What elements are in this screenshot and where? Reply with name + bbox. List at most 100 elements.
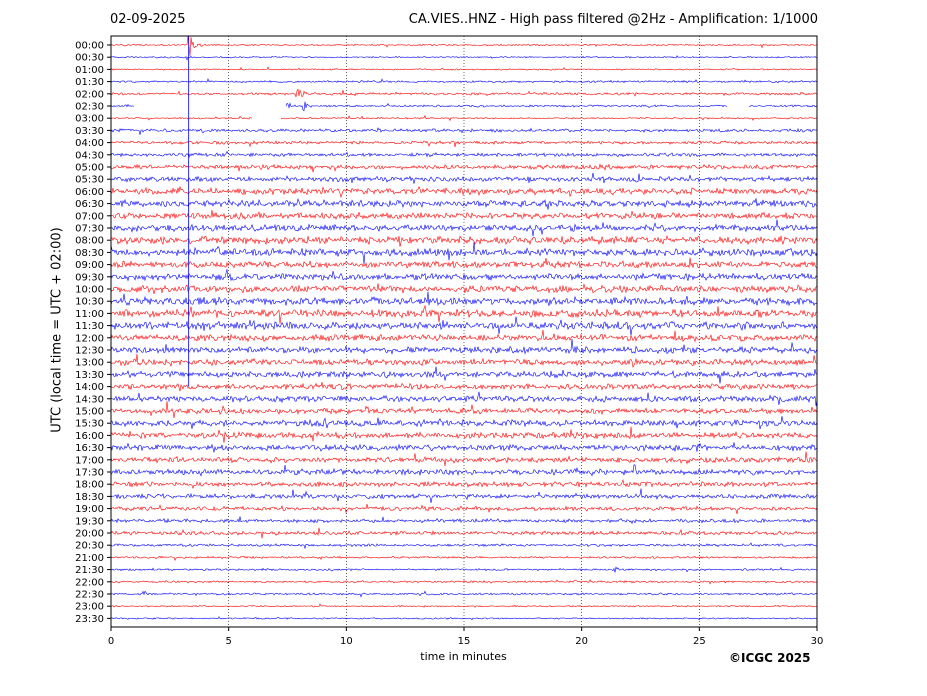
y-tick-label: 15:00 bbox=[75, 407, 104, 418]
y-tick-label: 02:30 bbox=[75, 102, 104, 113]
trace-line bbox=[110, 451, 818, 467]
trace-line bbox=[110, 242, 818, 265]
trace-line bbox=[110, 234, 818, 247]
y-tick-label: 20:00 bbox=[75, 529, 104, 540]
grid-lines bbox=[228, 36, 700, 627]
trace-line bbox=[110, 316, 818, 336]
x-tick-label: 0 bbox=[108, 636, 114, 647]
trace-line bbox=[110, 219, 818, 237]
y-tick-label: 21:00 bbox=[75, 553, 104, 564]
trace-line bbox=[110, 150, 818, 159]
y-tick-label: 23:30 bbox=[75, 614, 104, 625]
y-tick-label: 18:00 bbox=[75, 480, 104, 491]
x-tick-label: 25 bbox=[693, 636, 706, 647]
seismic-traces bbox=[110, 35, 818, 621]
y-tick-label: 04:30 bbox=[75, 150, 104, 161]
trace-line bbox=[110, 329, 818, 343]
trace-line bbox=[110, 197, 818, 210]
y-tick-label: 00:00 bbox=[75, 41, 104, 52]
trace-line bbox=[110, 391, 818, 407]
trace-line bbox=[110, 616, 817, 621]
y-tick-label: 09:30 bbox=[75, 272, 104, 283]
y-tick-label: 13:00 bbox=[75, 358, 104, 369]
x-tick-label: 30 bbox=[811, 636, 824, 647]
y-tick-label: 12:30 bbox=[75, 346, 104, 357]
y-tick-label: 03:00 bbox=[75, 114, 104, 125]
y-tick-label: 22:30 bbox=[75, 590, 104, 601]
trace-line bbox=[110, 478, 818, 490]
y-tick-label: 04:00 bbox=[75, 138, 104, 149]
trace-line bbox=[110, 283, 817, 294]
trace-line bbox=[110, 527, 818, 539]
trace-line bbox=[110, 35, 818, 57]
x-tick-label: 5 bbox=[225, 636, 231, 647]
trace-line bbox=[111, 603, 818, 608]
trace-line bbox=[110, 416, 818, 430]
x-tick-label: 15 bbox=[458, 636, 471, 647]
x-axis-label-text: time in minutes bbox=[420, 650, 507, 663]
trace-line bbox=[110, 566, 818, 573]
y-tick-label: 07:30 bbox=[75, 224, 104, 235]
y-tick-label: 19:30 bbox=[75, 516, 104, 527]
trace-line bbox=[110, 66, 818, 71]
x-tick-label: 10 bbox=[340, 636, 353, 647]
y-axis-label: UTC (local time = UTC + 02:00) bbox=[49, 227, 65, 433]
y-tick-label: 16:30 bbox=[75, 443, 104, 454]
y-tick-label: 13:30 bbox=[75, 370, 104, 381]
y-tick-label: 01:00 bbox=[75, 65, 104, 76]
trace-line bbox=[110, 555, 818, 561]
y-tick-label: 14:00 bbox=[75, 382, 104, 393]
date-label: 02-09-2025 bbox=[110, 12, 186, 27]
trace-line bbox=[110, 464, 818, 477]
y-tick-label: 01:30 bbox=[75, 77, 104, 88]
trace-line bbox=[110, 488, 817, 504]
y-tick-label: 05:00 bbox=[75, 163, 104, 174]
y-tick-label: 17:30 bbox=[75, 468, 104, 479]
y-tick-label: 08:00 bbox=[75, 236, 104, 247]
y-tick-label: 06:00 bbox=[75, 187, 104, 198]
trace-line bbox=[110, 304, 818, 324]
x-tick-label: 20 bbox=[575, 636, 588, 647]
trace-line bbox=[110, 426, 818, 443]
trace-line bbox=[110, 269, 818, 282]
y-tick-label: 02:00 bbox=[75, 89, 104, 100]
trace-line bbox=[110, 172, 818, 184]
y-tick-label: 06:30 bbox=[75, 199, 104, 210]
trace-line bbox=[110, 140, 818, 148]
y-tick-label: 00:30 bbox=[75, 53, 104, 64]
y-tick-label: 21:30 bbox=[75, 565, 104, 576]
trace-line bbox=[110, 542, 818, 550]
trace-line bbox=[110, 163, 818, 173]
y-tick-label: 10:30 bbox=[75, 297, 104, 308]
y-tick-label: 07:00 bbox=[75, 211, 104, 222]
trace-line bbox=[110, 291, 818, 307]
trace-line bbox=[110, 257, 818, 269]
y-tick-label: 17:00 bbox=[75, 455, 104, 466]
chart-title: CA.VIES..HNZ - High pass filtered @2Hz -… bbox=[408, 12, 818, 27]
trace-line bbox=[110, 338, 818, 355]
trace-line bbox=[110, 127, 818, 135]
y-tick-label: 18:30 bbox=[75, 492, 104, 503]
y-tick-label: 12:00 bbox=[75, 333, 104, 344]
trace-line bbox=[110, 353, 818, 368]
copyright-label: ©ICGC 2025 bbox=[729, 651, 811, 665]
trace-line bbox=[110, 210, 818, 220]
trace-line bbox=[110, 55, 818, 61]
y-tick-label: 10:00 bbox=[75, 285, 104, 296]
y-tick-label: 11:00 bbox=[75, 309, 104, 320]
trace-line bbox=[110, 101, 818, 112]
y-tick-label: 08:30 bbox=[75, 248, 104, 259]
trace-line bbox=[110, 186, 818, 199]
trace-line bbox=[110, 590, 818, 598]
y-tick-label: 16:00 bbox=[75, 431, 104, 442]
y-tick-label: 19:00 bbox=[75, 504, 104, 515]
x-axis-ticks: 0 5 10 15 20 25 30 bbox=[108, 627, 824, 647]
trace-line bbox=[110, 366, 818, 384]
y-tick-label: 20:30 bbox=[75, 541, 104, 552]
trace-line bbox=[110, 78, 818, 84]
trace-line bbox=[110, 88, 818, 98]
trace-line bbox=[110, 382, 818, 392]
trace-line bbox=[110, 516, 818, 525]
